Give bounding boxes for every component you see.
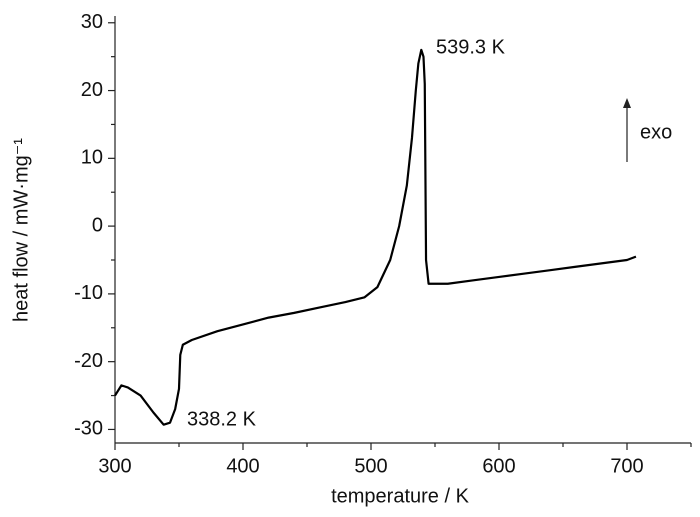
y-tick-label: -20 [74, 350, 103, 372]
x-axis-title: temperature / K [331, 485, 470, 507]
dsc-curve [114, 48, 637, 426]
annotation: 539.3 K [436, 36, 506, 58]
y-tick-label: 20 [81, 79, 103, 101]
x-tick-label: 300 [98, 455, 131, 477]
annotation: 338.2 K [187, 408, 257, 430]
exo-arrowhead [623, 98, 631, 108]
x-tick-label: 700 [610, 455, 643, 477]
x-tick-label: 400 [226, 455, 259, 477]
y-tick-label: -30 [74, 418, 103, 440]
y-tick-label: 10 [81, 147, 103, 169]
annotation: exo [640, 121, 672, 143]
y-axis-title: heat flow / mW·mg⁻¹ [10, 138, 32, 322]
x-tick-label: 500 [354, 455, 387, 477]
x-tick-label: 600 [482, 455, 515, 477]
y-tick-label: 0 [92, 214, 103, 236]
y-tick-label: -10 [74, 282, 103, 304]
y-tick-label: 30 [81, 11, 103, 33]
